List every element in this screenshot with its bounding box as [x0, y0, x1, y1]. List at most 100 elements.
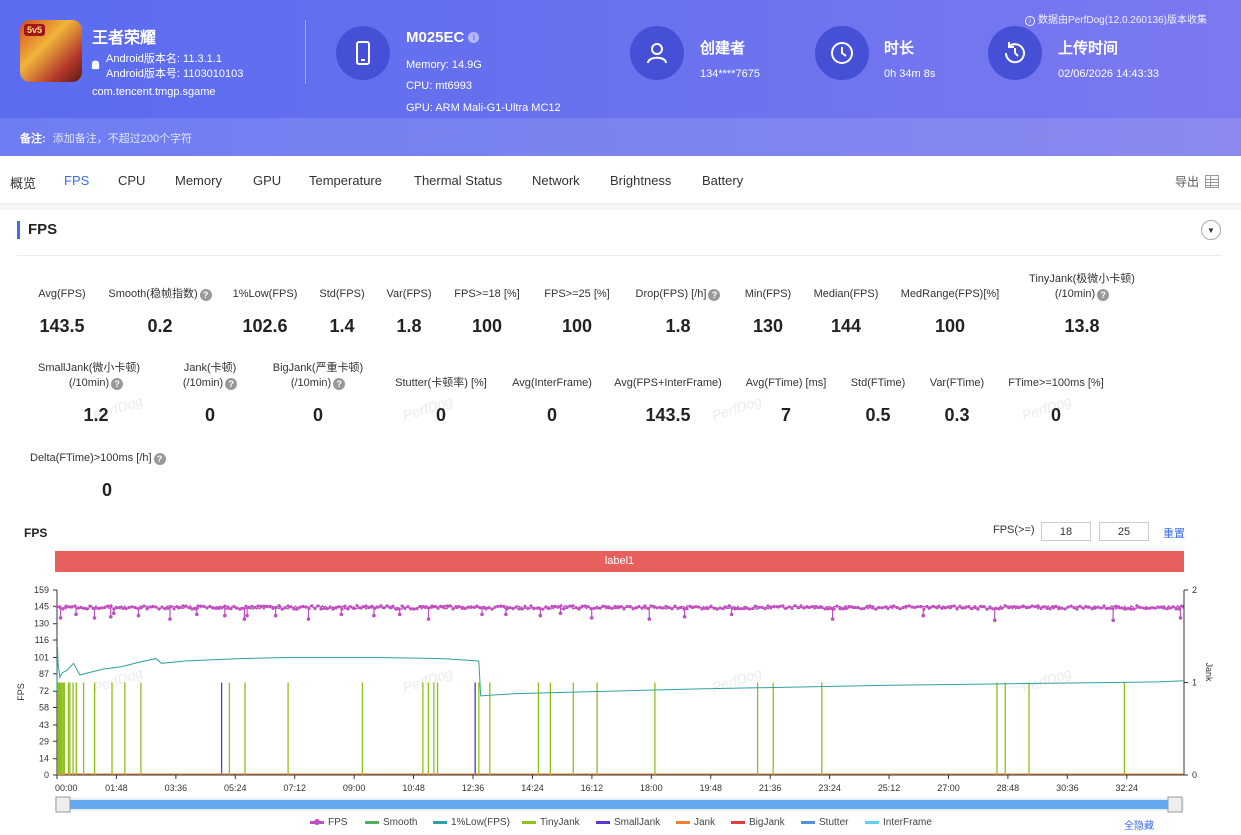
fps-point — [1168, 606, 1172, 610]
fps-point — [97, 606, 101, 611]
line-series — [55, 604, 1185, 697]
legend-bigjank[interactable]: BigJank — [731, 817, 785, 828]
help-icon[interactable]: ? — [111, 378, 124, 390]
device-name-text: M025EC — [406, 29, 465, 46]
tab-thermal-status[interactable]: Thermal Status — [414, 173, 503, 188]
collapse-button[interactable]: ▼ — [1201, 220, 1221, 240]
fps-point — [175, 605, 179, 609]
metric-value: 100 — [561, 316, 593, 336]
notes-bar[interactable]: 备注: 添加备注，不超过200个字符 — [0, 118, 1241, 156]
notes-input[interactable]: 添加备注，不超过200个字符 — [52, 133, 193, 145]
metric-value: 0 — [1050, 405, 1061, 425]
help-icon[interactable]: ? — [708, 289, 721, 301]
fps-point — [649, 604, 653, 608]
reset-button[interactable]: 重置 — [1163, 528, 1185, 540]
fps-point — [244, 604, 248, 608]
fps-dip-point — [168, 617, 172, 621]
fps-point — [1165, 607, 1169, 611]
device-info-icon[interactable]: i — [468, 32, 480, 43]
help-icon[interactable]: ? — [333, 378, 346, 390]
legend-stutter[interactable]: Stutter — [801, 817, 848, 828]
fps-point — [511, 607, 515, 611]
fps-point — [829, 606, 833, 611]
legend-smalljank[interactable]: SmallJank — [596, 817, 660, 828]
fps-point — [130, 605, 134, 609]
fps-point — [208, 604, 212, 609]
tab-brightness[interactable]: Brightness — [610, 173, 672, 188]
label-bar[interactable]: label1 — [55, 551, 1184, 572]
zoom-slider-range[interactable] — [63, 800, 1176, 809]
fps-chart[interactable]: 0 14 29 43 58 72 87 101 116 130 145 159 0 1 2 00:00 01… — [0, 565, 1241, 835]
fps-point — [940, 606, 944, 610]
tab-temperature[interactable]: Temperature — [309, 173, 382, 188]
tab-network[interactable]: Network — [532, 173, 580, 188]
fps-point — [559, 604, 563, 608]
fps-point — [931, 604, 935, 609]
fps-dip-point — [58, 616, 63, 620]
legend-interframe[interactable]: InterFrame — [865, 817, 932, 828]
fps-point — [955, 607, 959, 611]
fps-point — [727, 604, 731, 608]
legend-smooth[interactable]: Smooth — [365, 817, 417, 828]
fps-threshold-input-2[interactable] — [1099, 522, 1149, 541]
tab-cpu[interactable]: CPU — [118, 173, 146, 188]
y-tick-label: 72 — [39, 686, 49, 696]
y-tick-label: 43 — [39, 720, 49, 730]
legend-fps[interactable]: FPS — [310, 817, 347, 828]
legend-swatch — [731, 821, 745, 824]
export-button[interactable]: 导出 — [1175, 173, 1219, 190]
fps-dip-point — [397, 612, 402, 617]
fps-point — [967, 605, 971, 609]
zoom-handle-right[interactable] — [1167, 796, 1183, 813]
x-axis: 00:00 01:48 03:36 05:24 07:12 09:00 10:48 12:36… — [55, 774, 1184, 793]
fps-point — [1099, 606, 1103, 610]
help-icon[interactable]: ? — [199, 289, 212, 301]
zoom-handle-left[interactable] — [55, 796, 71, 813]
fps-point — [859, 607, 863, 611]
fps-point — [1039, 606, 1043, 611]
metric-label: Delta(FTime)>100ms [/h] — [30, 452, 152, 464]
tab-battery[interactable]: Battery — [702, 173, 744, 188]
help-icon[interactable]: ? — [153, 453, 166, 465]
fps-point — [811, 605, 815, 609]
fps-point — [583, 604, 587, 608]
fps-point — [802, 606, 806, 610]
fps-threshold-input-1[interactable] — [1041, 522, 1091, 541]
fps-point — [976, 607, 980, 611]
fps-dip-point — [921, 613, 926, 618]
x-tick-label: 16:12 — [581, 783, 604, 793]
fps-point — [652, 604, 656, 609]
legend-tinyjank[interactable]: TinyJank — [522, 817, 580, 828]
tab-fps[interactable]: FPS — [64, 173, 90, 188]
y2-axis-label: Jank — [1204, 662, 1214, 682]
fps-point — [457, 605, 461, 609]
fps-point — [1060, 606, 1064, 610]
fps-point — [250, 604, 254, 608]
fps-point — [1063, 607, 1067, 611]
tab-overview[interactable]: 概览 — [10, 176, 37, 191]
fps-point — [157, 607, 161, 611]
legend-jank[interactable]: Jank — [676, 817, 715, 828]
fps-point — [871, 605, 875, 609]
fps-point — [502, 604, 506, 609]
fps-point — [745, 606, 749, 610]
fps-point — [628, 604, 632, 609]
hide-all-button[interactable]: 全隐藏 — [1124, 821, 1154, 832]
fps-point — [622, 607, 626, 611]
fps-point — [601, 604, 605, 608]
tab-memory[interactable]: Memory — [175, 173, 222, 188]
help-icon[interactable]: ? — [1097, 289, 1110, 301]
legend-1pct-low[interactable]: 1%Low(FPS) — [433, 817, 510, 828]
help-icon[interactable]: ? — [225, 378, 238, 390]
legend-swatch — [310, 819, 324, 825]
tab-gpu[interactable]: GPU — [253, 173, 282, 188]
fps-point — [121, 606, 125, 610]
fps-point — [181, 604, 185, 608]
fps-point — [697, 605, 701, 609]
fps-point — [142, 604, 146, 608]
fps-point — [358, 606, 362, 610]
legend-label: BigJank — [749, 817, 785, 828]
fps-point — [229, 607, 233, 611]
fps-point — [1057, 607, 1061, 611]
fps-point — [790, 606, 794, 611]
